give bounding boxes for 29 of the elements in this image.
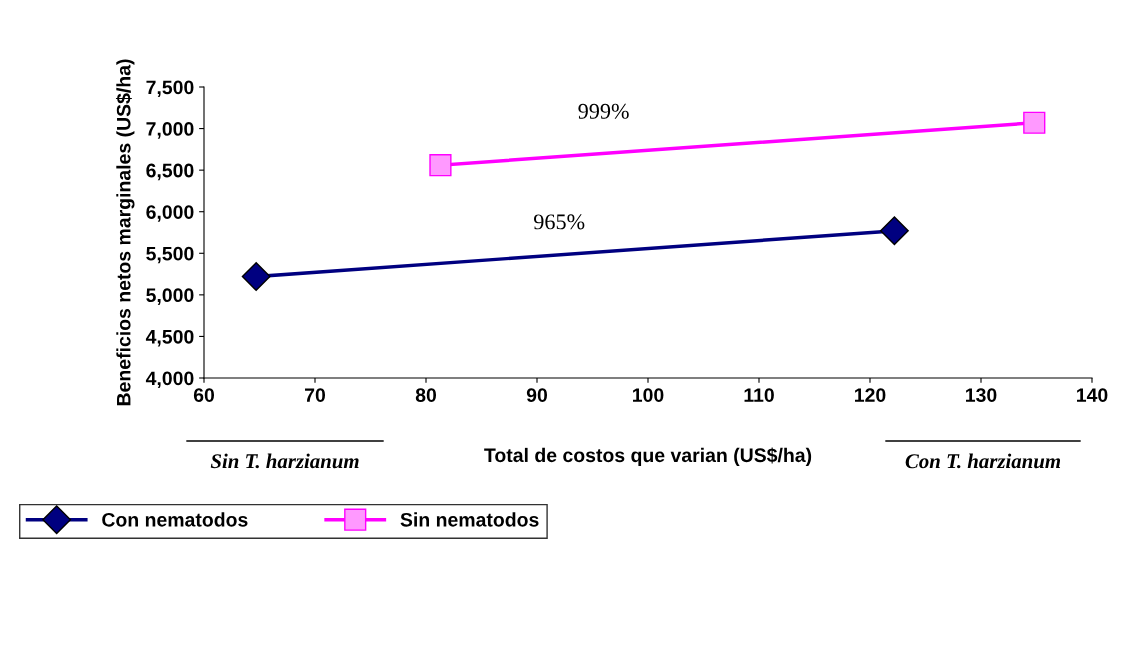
y-axis-title: Beneficios netos marginales (US$/ha): [115, 59, 135, 406]
annotation: 965%: [533, 214, 585, 230]
x-axis-title: Total de costos que varian (US$/ha): [484, 447, 812, 466]
y-tick-label: 5,500: [146, 246, 194, 264]
x-tick-label: 90: [526, 388, 548, 402]
point: [1023, 111, 1046, 134]
annotation: 999%: [578, 103, 629, 119]
point: [879, 216, 909, 246]
x-tick-label: 110: [744, 388, 774, 402]
y-tick-label: 7,000: [146, 122, 194, 139]
text: Con T. harzianum: [905, 453, 1061, 469]
x-tick-label: 80: [415, 388, 437, 402]
y-tick-label: 7,500: [146, 80, 194, 98]
x-tick-label: 60: [193, 388, 215, 402]
point: [429, 154, 452, 177]
y-tick-label: 4,500: [145, 329, 194, 347]
legend-label: Sin nematodos: [400, 512, 539, 527]
x-tick-label: 120: [855, 388, 886, 402]
legend-label: Con nematodos: [102, 512, 248, 527]
x-tick-label: 70: [305, 388, 326, 402]
x-tick-label: 140: [1077, 388, 1108, 402]
y-tick-label: 5,000: [146, 288, 194, 305]
x-tick-label: 130: [966, 388, 997, 403]
y-tick-label: 4,000: [145, 371, 194, 389]
x-tick-label: 100: [633, 388, 664, 402]
point: [241, 262, 271, 292]
y-tick-label: 6,500: [146, 163, 194, 181]
y-tick-label: 6,000: [146, 205, 194, 222]
text: Sin T. harzianum: [210, 453, 359, 469]
